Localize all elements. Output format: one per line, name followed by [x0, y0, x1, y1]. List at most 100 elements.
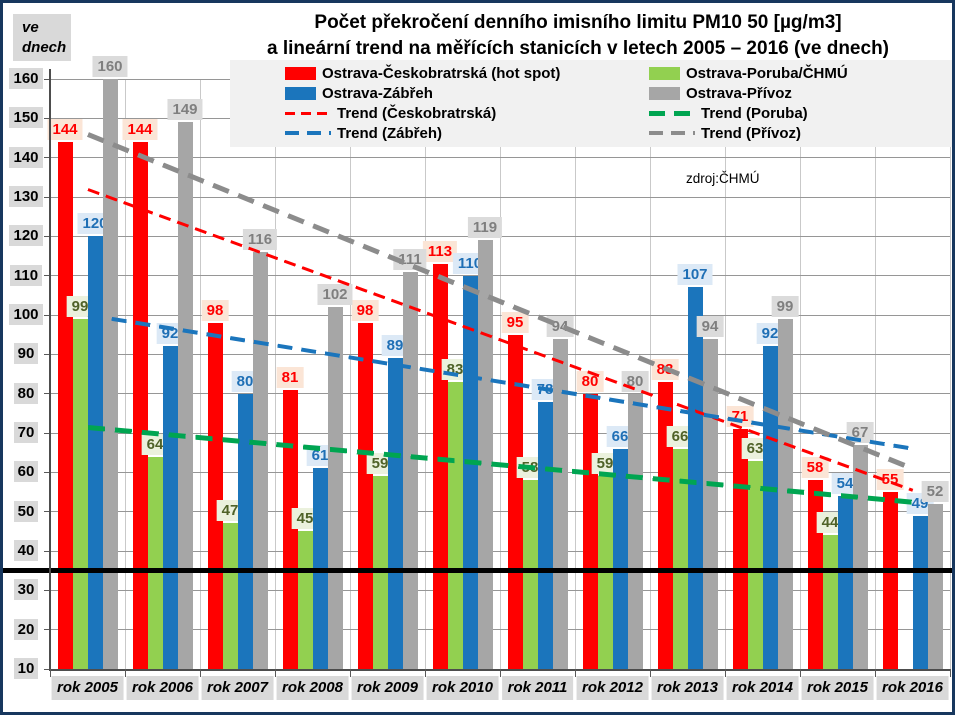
- y-axis-label-text: 110: [9, 264, 43, 286]
- x-axis-label: rok 2006: [126, 676, 199, 700]
- unit-label-line1: ve: [22, 19, 39, 36]
- legend-label: Trend (Českobratrská): [337, 104, 497, 122]
- y-axis-label: 40: [3, 540, 49, 561]
- bar-series4-rok-2009: [402, 271, 418, 669]
- y-axis-label: 70: [3, 422, 49, 443]
- y-axis-label-text: 50: [13, 500, 39, 522]
- y-axis-tick: [44, 511, 50, 513]
- vertical-gridline: [124, 79, 126, 669]
- x-axis-tick: [124, 669, 126, 677]
- y-axis-label: 100: [3, 304, 49, 325]
- x-axis-tick: [499, 669, 501, 677]
- bar-series2-rok-2011: [522, 480, 538, 669]
- vertical-gridline: [499, 79, 501, 669]
- horizontal-gridline: [50, 393, 950, 395]
- y-axis-label: 140: [3, 146, 49, 168]
- legend-label: Trend (Zábřeh): [337, 124, 443, 142]
- vertical-gridline: [424, 79, 426, 669]
- bar-series2-rok-2014: [747, 460, 763, 669]
- vertical-gridline: [349, 79, 351, 669]
- bar-series1-rok-2011: [507, 334, 523, 669]
- x-axis-label: rok 2009: [351, 676, 424, 700]
- bar-series3-rok-2015: [837, 495, 853, 669]
- y-axis-label: 120: [3, 225, 49, 247]
- y-axis-label: 160: [3, 68, 49, 89]
- bar-series1-rok-2009: [357, 322, 373, 669]
- value-label: 63: [741, 437, 769, 459]
- y-axis-label: 30: [3, 579, 49, 601]
- bar-series3-rok-2012: [612, 448, 628, 669]
- chart-title-line1: Počet překročení denního imisního limitu…: [314, 12, 842, 33]
- y-axis-label-text: 160: [9, 68, 43, 89]
- vertical-gridline: [274, 79, 276, 669]
- legend-item: Ostrava-Přívoz: [649, 84, 952, 104]
- value-label: 95: [501, 311, 529, 333]
- value-label: 59: [591, 453, 619, 475]
- y-axis-label: 60: [3, 461, 49, 483]
- legend-dash-swatch: [649, 110, 695, 116]
- legend-item: Trend (Přívoz): [649, 123, 952, 143]
- y-axis-tick: [44, 353, 50, 355]
- legend-label: Ostrava-Zábřeh: [322, 85, 433, 103]
- x-axis-label: rok 2008: [276, 676, 349, 700]
- x-axis-tick: [649, 669, 651, 677]
- legend-item: Ostrava-Českobratrská (hot spot): [285, 64, 649, 84]
- legend-label: Ostrava-Poruba/ČHMÚ: [686, 65, 848, 83]
- bar-series3-rok-2011: [537, 401, 553, 669]
- horizontal-gridline: [50, 432, 950, 434]
- bar-series1-rok-2006: [132, 141, 148, 669]
- bar-series1-rok-2005: [57, 141, 73, 669]
- legend: Ostrava-Českobratrská (hot spot) Ostrava-…: [230, 60, 952, 147]
- y-axis-unit-box: ve dnech: [13, 14, 71, 61]
- value-label: 89: [381, 335, 409, 357]
- bar-series1-rok-2016: [882, 492, 898, 669]
- y-axis-label: 110: [3, 264, 49, 286]
- y-axis-tick: [44, 550, 50, 552]
- y-axis-label-text: 150: [9, 107, 43, 129]
- legend-column-1: Ostrava-Českobratrská (hot spot) Ostrava-…: [230, 60, 649, 147]
- source-note: zdroj:ČHMÚ: [686, 171, 760, 186]
- y-axis-label-text: 10: [13, 658, 39, 679]
- x-axis-label: rok 2011: [501, 676, 574, 700]
- value-label: 52: [921, 480, 949, 502]
- y-axis-tick: [44, 117, 50, 119]
- x-axis-tick: [874, 669, 876, 677]
- x-axis-tick: [724, 669, 726, 677]
- value-label: 61: [306, 445, 334, 467]
- y-axis-tick: [44, 196, 50, 198]
- y-axis-label-text: 30: [13, 579, 39, 601]
- chart-title-line2: a lineární trend na měřících stanicích v…: [267, 38, 889, 59]
- bar-series4-rok-2013: [702, 338, 718, 669]
- x-axis-tick: [199, 669, 201, 677]
- value-label: 99: [66, 295, 94, 317]
- bar-series3-rok-2006: [162, 346, 178, 669]
- legend-bar-swatch: [285, 87, 316, 101]
- bar-series3-rok-2014: [762, 346, 778, 669]
- value-label: 44: [816, 512, 844, 534]
- y-axis-label-text: 80: [13, 382, 39, 404]
- bar-series1-rok-2015: [807, 480, 823, 669]
- y-axis-tick: [44, 235, 50, 237]
- horizontal-gridline: [50, 275, 950, 277]
- x-axis-tick: [424, 669, 426, 677]
- x-axis-tick: [574, 669, 576, 677]
- y-axis-label-text: 100: [9, 304, 43, 325]
- chart-title: Počet překročení denního imisního limitu…: [203, 10, 952, 62]
- legend-item: Trend (Zábřeh): [285, 123, 649, 143]
- limit-line: [3, 568, 952, 574]
- x-axis-tick: [49, 669, 51, 677]
- bar-series1-rok-2014: [732, 429, 748, 669]
- value-label: 144: [122, 118, 158, 140]
- horizontal-gridline: [50, 550, 950, 552]
- bar-series4-rok-2016: [927, 503, 943, 669]
- bar-series1-rok-2007: [207, 322, 223, 669]
- value-label: 102: [317, 284, 353, 306]
- y-axis-label-text: 70: [13, 422, 39, 443]
- value-label: 119: [467, 217, 503, 239]
- x-axis-label: rok 2007: [201, 676, 274, 700]
- value-label: 113: [422, 240, 458, 262]
- bar-series2-rok-2006: [147, 456, 163, 669]
- y-axis-label: 90: [3, 343, 49, 365]
- y-axis-line: [49, 69, 51, 671]
- y-axis-tick: [44, 589, 50, 591]
